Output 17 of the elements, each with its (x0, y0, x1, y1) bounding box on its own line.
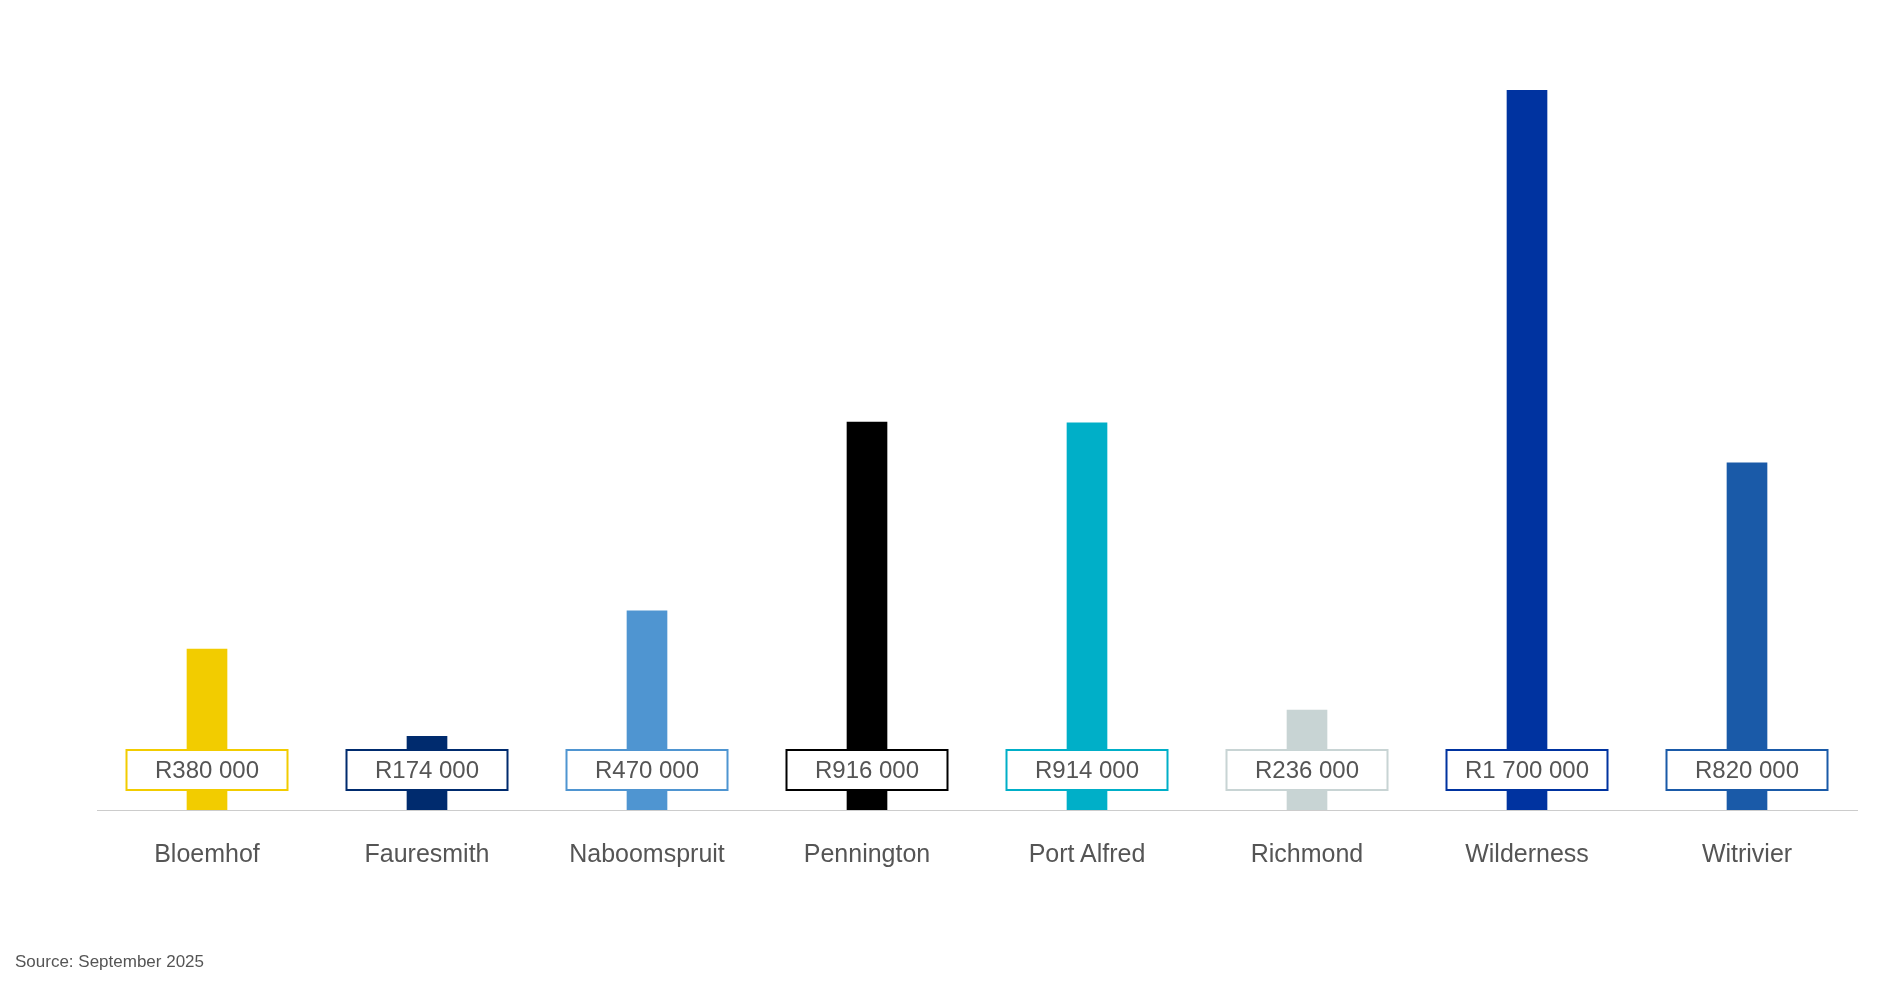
data-label: R236 000 (1254, 755, 1360, 783)
data-label: R820 000 (1694, 755, 1800, 783)
x-tick-label: Pennington (803, 838, 931, 867)
data-label: R380 000 (154, 755, 260, 783)
data-label: R914 000 (1034, 755, 1140, 783)
x-tick-label: Richmond (1250, 838, 1364, 867)
x-tick-label: Witrivier (1701, 838, 1793, 867)
data-label: R470 000 (594, 755, 700, 783)
x-tick-label: Port Alfred (1028, 838, 1146, 867)
x-tick-label: Fauresmith (364, 838, 490, 867)
x-tick-label: Naboomspruit (569, 838, 725, 867)
x-tick-label: Wilderness (1465, 838, 1589, 867)
data-label: R916 000 (814, 755, 920, 783)
data-label: R174 000 (374, 755, 480, 783)
source-note: Source: September 2025 (15, 952, 205, 972)
x-tick-label: Bloemhof (154, 838, 260, 867)
data-label: R1 700 000 (1464, 755, 1590, 783)
